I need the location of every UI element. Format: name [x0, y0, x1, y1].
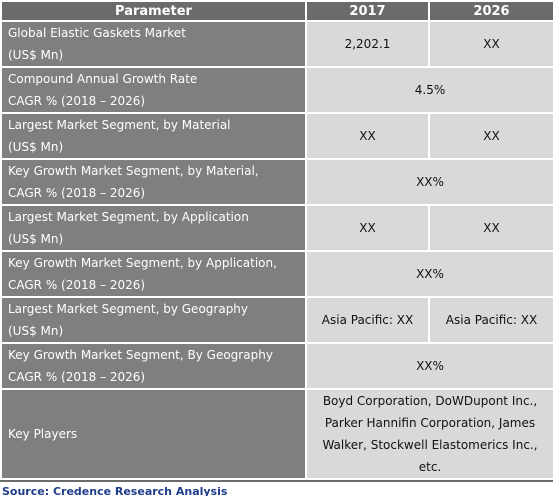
table-row: Largest Market Segment, by Application (U…: [0, 204, 553, 252]
value-cell: XX%: [305, 250, 553, 298]
value-cell: XX%: [305, 158, 553, 206]
value-cell: XX: [428, 20, 553, 68]
text-line: CAGR % (2018 – 2026): [8, 94, 146, 108]
label-cell: Largest Market Segment, by Material (US$ …: [0, 112, 307, 160]
table-row: Largest Market Segment, by Geography (US$…: [0, 296, 553, 344]
text-line: Largest Market Segment, by Material: [8, 118, 231, 132]
data-table: Parameter 2017 2026 Global Elastic Gaske…: [0, 0, 553, 480]
header-cell: 2017: [305, 0, 430, 22]
text-line: Largest Market Segment, by Geography: [8, 302, 249, 316]
value-cell: Asia Pacific: XX: [428, 296, 553, 344]
label-cell: Largest Market Segment, by Application (U…: [0, 204, 307, 252]
text-line: (US$ Mn): [8, 232, 64, 246]
label-cell: Key Players: [0, 388, 307, 480]
value-cell: 2,202.1: [305, 20, 430, 68]
header-row: Parameter 2017 2026: [0, 0, 553, 22]
table-row: Key Growth Market Segment, By Geography C…: [0, 342, 553, 390]
header-cell: Parameter: [0, 0, 307, 22]
text-line: Largest Market Segment, by Application: [8, 210, 249, 224]
text-line: Walker, Stockwell Elastomerics Inc.,: [322, 438, 538, 452]
text-line: Boyd Corporation, DoWDupont Inc.,: [322, 394, 538, 408]
value-cell: XX: [428, 204, 553, 252]
text-line: (US$ Mn): [8, 324, 64, 338]
value-cell: XX: [305, 112, 430, 160]
text-line: Key Growth Market Segment, By Geography: [8, 348, 273, 362]
text-line: (US$ Mn): [8, 48, 64, 62]
table-row: Key Growth Market Segment, by Material, C…: [0, 158, 553, 206]
label-cell: Global Elastic Gaskets Market (US$ Mn): [0, 20, 307, 68]
value-cell: XX%: [305, 342, 553, 390]
value-cell: Boyd Corporation, DoWDupont Inc., Parker …: [305, 388, 553, 480]
text-line: Parker Hannifin Corporation, James: [324, 416, 536, 430]
label-cell: Largest Market Segment, by Geography (US$…: [0, 296, 307, 344]
value-cell: XX: [428, 112, 553, 160]
label-cell: Compound Annual Growth Rate CAGR % (2018 …: [0, 66, 307, 114]
label-cell: Key Growth Market Segment, by Applicatio…: [0, 250, 307, 298]
text-line: Key Players: [8, 427, 78, 441]
value-cell: XX: [305, 204, 430, 252]
text-line: Compound Annual Growth Rate: [8, 72, 198, 86]
table-row: Largest Market Segment, by Material (US$ …: [0, 112, 553, 160]
text-line: etc.: [418, 460, 442, 474]
text-line: Key Growth Market Segment, by Applicatio…: [8, 256, 277, 270]
text-line: Global Elastic Gaskets Market: [8, 26, 186, 40]
value-cell: 4.5%: [305, 66, 553, 114]
text-line: Key Growth Market Segment, by Material,: [8, 164, 259, 178]
table-row: Key Growth Market Segment, by Applicatio…: [0, 250, 553, 298]
source-note: Source: Credence Research Analysis: [0, 480, 553, 496]
text-line: CAGR % (2018 – 2026): [8, 186, 146, 200]
text-line: CAGR % (2018 – 2026): [8, 370, 146, 384]
header-cell: 2026: [428, 0, 553, 22]
table-row: Compound Annual Growth Rate CAGR % (2018 …: [0, 66, 553, 114]
label-cell: Key Growth Market Segment, by Material, C…: [0, 158, 307, 206]
text-line: CAGR % (2018 – 2026): [8, 278, 146, 292]
text-line: (US$ Mn): [8, 140, 64, 154]
table-row: Global Elastic Gaskets Market (US$ Mn) 2,2…: [0, 20, 553, 68]
value-cell: Asia Pacific: XX: [305, 296, 430, 344]
table-row: Key Players Boyd Corporation, DoWDupont I…: [0, 388, 553, 480]
label-cell: Key Growth Market Segment, By Geography C…: [0, 342, 307, 390]
